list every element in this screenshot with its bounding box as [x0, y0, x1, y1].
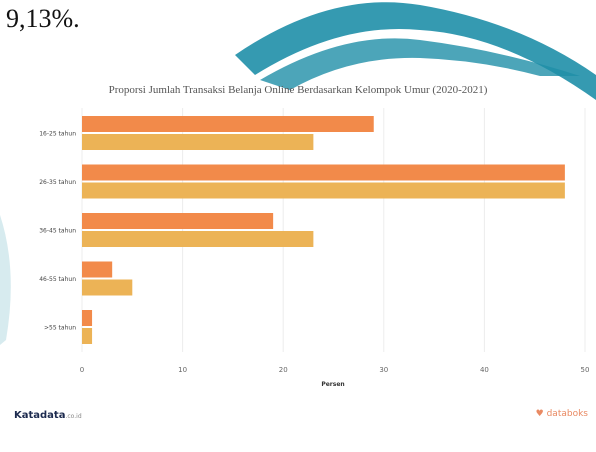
bar-series2-2 — [82, 231, 314, 247]
y-category-label: 36-45 tahun — [39, 228, 76, 235]
bar-series1-4 — [82, 310, 93, 326]
katadata-logo-suffix: .co.id — [65, 413, 82, 420]
bar-series2-1 — [82, 182, 565, 199]
katadata-logo-text: Katadata — [14, 410, 66, 421]
x-tick-label: 0 — [80, 366, 84, 374]
x-tick-label: 10 — [178, 366, 187, 374]
y-category-label: >55 tahun — [44, 325, 76, 332]
bar-series2-4 — [82, 328, 93, 344]
x-tick-label: 20 — [279, 366, 288, 374]
x-tick-label: 30 — [379, 366, 388, 374]
x-tick-label: 40 — [480, 366, 489, 374]
swoosh-lower — [260, 38, 580, 90]
bar-series1-1 — [82, 164, 565, 181]
bar-series1-3 — [82, 261, 113, 278]
bar-series1-0 — [82, 116, 374, 132]
databoks-logo-text: databoks — [546, 409, 588, 419]
chart-title: Proporsi Jumlah Transaksi Belanja Online… — [108, 84, 488, 96]
swoosh-left — [0, 215, 11, 345]
y-category-label: 46-55 tahun — [39, 276, 76, 283]
y-category-label: 16-25 tahun — [39, 131, 76, 138]
heart-icon: ♥ — [535, 409, 544, 419]
katadata-logo: Katadata.co.id — [14, 410, 82, 421]
bar-series2-0 — [82, 134, 314, 150]
x-tick-label: 50 — [581, 366, 590, 374]
y-category-label: 26-35 tahun — [39, 179, 76, 186]
databoks-logo: ♥ databoks — [536, 409, 588, 419]
page-text-fragment: 9,13%. — [6, 4, 80, 33]
swoosh-upper — [235, 2, 596, 100]
bar-series1-2 — [82, 213, 274, 229]
bar-series2-3 — [82, 279, 133, 296]
x-axis-label: Persen — [321, 381, 344, 388]
